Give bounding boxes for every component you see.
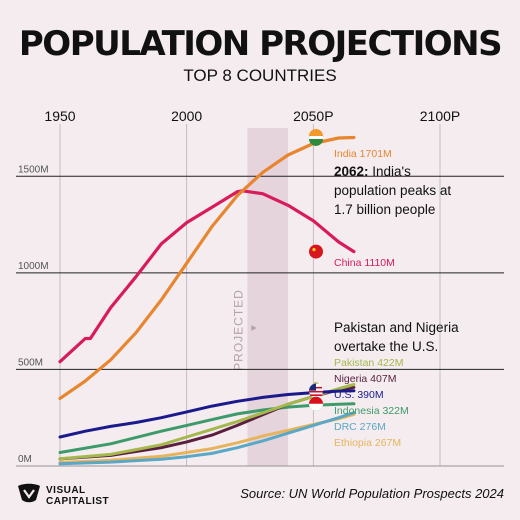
series-line-china xyxy=(58,189,356,364)
end-label-ethiopia: Ethiopia 267M xyxy=(334,437,401,449)
source-note: Source: UN World Population Prospects 20… xyxy=(240,486,504,501)
annotation-overtake-line: Pakistan and Nigeria xyxy=(334,320,459,335)
end-label-pakistan: Pakistan 422M xyxy=(334,357,403,369)
india-flag-icon xyxy=(308,128,324,146)
end-label-indonesia: Indonesia 322M xyxy=(334,405,409,417)
end-label-drc: DRC 276M xyxy=(334,421,386,433)
end-label-us: U.S. 390M xyxy=(334,389,384,401)
y-tick-label: 500M xyxy=(18,357,43,368)
y-tick-label: 1000M xyxy=(18,261,49,272)
projected-label: PROJECTED xyxy=(231,289,245,371)
brand-name: VISUAL CAPITALIST xyxy=(46,485,109,507)
x-tick-label: 2050P xyxy=(293,108,333,124)
x-tick-label: 2000 xyxy=(171,108,202,124)
visual-capitalist-logo-icon xyxy=(18,483,40,503)
annotation-india-peak-line: population peaks at xyxy=(334,183,451,198)
projected-arrow-icon xyxy=(251,325,257,331)
y-tick-label: 1500M xyxy=(18,164,49,175)
x-tick-label: 1950 xyxy=(44,108,75,124)
annotation-india-peak-year: 2062: xyxy=(334,164,369,179)
indonesia-flag-icon xyxy=(308,396,324,412)
y-tick-label: 0M xyxy=(18,454,32,465)
us-flag-icon xyxy=(309,383,323,398)
page-title: POPULATION PROJECTIONS xyxy=(18,24,503,64)
end-label-nigeria: Nigeria 407M xyxy=(334,373,396,385)
end-label-india: India 1701M xyxy=(334,148,392,160)
china-flag-icon xyxy=(309,244,323,259)
brand-line-1: VISUAL xyxy=(46,485,86,496)
annotation-overtake-line: overtake the U.S. xyxy=(334,339,438,354)
annotation-india-peak: 2062: India's xyxy=(334,164,411,179)
annotation-india-peak-line: India's xyxy=(369,164,412,179)
page-subtitle: TOP 8 COUNTRIES xyxy=(183,66,337,85)
end-label-china: China 1110M xyxy=(334,257,395,269)
x-tick-label: 2100P xyxy=(420,108,460,124)
brand-line-2: CAPITALIST xyxy=(46,496,110,507)
annotation-india-peak-line: 1.7 billion people xyxy=(334,202,435,217)
series-line-drc xyxy=(58,411,356,466)
